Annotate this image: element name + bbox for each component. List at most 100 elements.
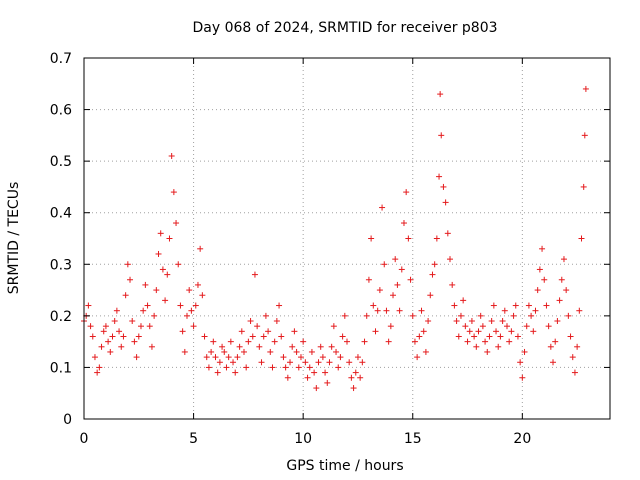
data-point <box>576 307 583 314</box>
data-point <box>552 338 559 345</box>
data-point <box>440 183 447 190</box>
data-point <box>236 343 243 350</box>
data-point <box>94 369 101 376</box>
data-point <box>368 235 375 242</box>
data-point <box>190 323 197 330</box>
data-point <box>530 328 537 335</box>
data-point <box>221 348 228 355</box>
data-point <box>287 359 294 366</box>
data-point <box>453 318 460 325</box>
data-point <box>493 328 500 335</box>
chart-title: Day 068 of 2024, SRMTID for receiver p80… <box>192 20 497 36</box>
data-point <box>91 354 98 361</box>
data-point <box>225 354 232 361</box>
data-point <box>267 348 274 355</box>
data-point <box>258 359 265 366</box>
data-point <box>455 333 462 340</box>
data-point <box>162 297 169 304</box>
data-point <box>173 220 180 227</box>
data-point <box>289 343 296 350</box>
data-point <box>186 287 193 294</box>
data-point <box>344 338 350 345</box>
x-tick-label: 5 <box>189 431 198 447</box>
data-point <box>447 256 454 263</box>
data-point <box>359 359 366 366</box>
data-point <box>418 307 425 314</box>
data-point <box>230 359 237 366</box>
data-point <box>436 173 443 180</box>
data-point <box>352 369 359 376</box>
data-point <box>506 338 513 345</box>
data-point <box>256 343 263 350</box>
data-point <box>157 230 164 237</box>
data-point <box>462 323 469 330</box>
data-point <box>210 338 217 345</box>
data-point <box>361 338 368 345</box>
y-tick-label: 0.5 <box>50 154 72 170</box>
data-point <box>374 307 381 314</box>
data-point <box>363 312 370 319</box>
data-point <box>348 374 355 381</box>
data-point <box>102 323 109 330</box>
data-point <box>293 348 300 355</box>
data-point <box>444 230 451 237</box>
data-point <box>194 281 201 288</box>
data-point <box>247 318 254 325</box>
data-point <box>142 281 149 288</box>
data-point <box>510 312 517 319</box>
axis-ticks <box>83 57 610 420</box>
data-point <box>484 348 491 355</box>
data-point <box>379 204 386 211</box>
data-point <box>411 338 418 345</box>
data-point <box>120 333 127 340</box>
data-point <box>240 348 247 355</box>
data-point <box>468 318 475 325</box>
data-point <box>170 189 177 196</box>
data-point <box>475 328 482 335</box>
data-point <box>425 318 432 325</box>
data-point <box>135 333 142 340</box>
data-point <box>107 348 114 355</box>
data-point <box>517 359 524 366</box>
data-point <box>437 91 444 98</box>
data-point <box>503 323 510 330</box>
data-point <box>442 199 449 206</box>
data-point <box>177 302 184 309</box>
data-point <box>330 323 337 330</box>
data-point <box>262 312 269 319</box>
data-point <box>392 256 399 263</box>
data-point <box>519 374 526 381</box>
data-point <box>563 287 570 294</box>
y-tick-label: 0.6 <box>50 103 72 119</box>
data-point <box>159 266 166 273</box>
data-point <box>525 302 532 309</box>
data-point <box>308 348 315 355</box>
data-point <box>227 338 234 345</box>
data-point <box>580 183 587 190</box>
data-point <box>304 374 311 381</box>
data-point <box>381 261 388 268</box>
data-point <box>376 287 383 294</box>
y-tick-label: 0.3 <box>50 257 72 273</box>
data-point <box>451 302 458 309</box>
data-point <box>146 323 153 330</box>
data-point <box>547 343 554 350</box>
data-point <box>184 312 191 319</box>
grid-lines <box>84 58 610 419</box>
data-point <box>192 302 199 309</box>
data-point <box>297 354 304 361</box>
x-tick-label: 0 <box>80 431 89 447</box>
data-point <box>109 333 116 340</box>
data-point <box>550 359 557 366</box>
data-point <box>486 333 493 340</box>
data-point <box>175 261 182 268</box>
data-point <box>214 369 221 376</box>
data-point <box>197 245 204 252</box>
data-point <box>471 333 478 340</box>
data-point <box>574 343 581 350</box>
data-point <box>111 318 118 325</box>
data-point <box>291 328 298 335</box>
data-point <box>155 250 162 257</box>
data-point <box>396 307 403 314</box>
data-point <box>422 348 429 355</box>
